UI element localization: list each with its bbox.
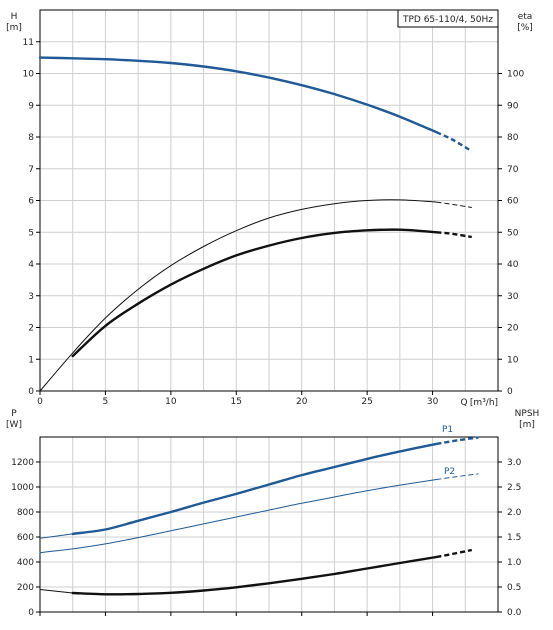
flow-tick-label: 10 (165, 397, 177, 407)
top-series-0-line (38, 56, 438, 134)
efficiency-axis-label: eta (518, 12, 533, 22)
power-tick-label: 200 (17, 583, 34, 593)
flow-tick-label: 0 (37, 397, 43, 407)
npsh-tick-label: 2.0 (507, 508, 522, 518)
bottom-series-1-line (39, 479, 437, 554)
flow-axis-prefix: Q (460, 398, 467, 408)
head-tick-label: 2 (28, 324, 34, 334)
power-tick-label: 400 (17, 558, 34, 568)
npsh-tick-label: 0.5 (507, 583, 521, 593)
bottom-series-2-line (71, 555, 438, 596)
efficiency-tick-label: 50 (507, 228, 519, 238)
chart-title-box (397, 9, 499, 28)
head-tick-label: 8 (28, 133, 34, 143)
p2-series-label: P2 (444, 467, 455, 477)
npsh-tick-label: 1.0 (507, 558, 522, 568)
bottom-series-0-extrapolated-line (436, 436, 479, 446)
head-tick-label: 11 (23, 38, 34, 48)
bottom-plot-frame (39, 436, 499, 613)
efficiency-tick-label: 40 (507, 260, 519, 270)
efficiency-axis-unit: [%] (517, 23, 533, 33)
head-axis-label: H (11, 12, 18, 22)
bottom-plot-grid (40, 437, 498, 612)
flow-axis-unit: [m³/h] (470, 398, 498, 408)
power-tick-label: 1200 (11, 458, 34, 468)
head-tick-label: 0 (28, 387, 34, 397)
head-tick-label: 1 (28, 355, 34, 365)
power-tick-label: 1000 (11, 483, 34, 493)
flow-tick-label: 15 (231, 397, 242, 407)
p1-series-label: P1 (442, 425, 453, 435)
npsh-tick-label: 2.5 (507, 483, 521, 493)
efficiency-tick-label: 100 (507, 70, 524, 80)
head-tick-label: 4 (28, 260, 34, 270)
npsh-axis-label: NPSH (515, 409, 540, 419)
chart-title: TPD 65-110/4, 50Hz (402, 15, 493, 25)
head-tick-label: 6 (28, 197, 34, 207)
bottom-series-0-line (71, 442, 438, 536)
top-plot-series (38, 56, 473, 392)
bottom-plot-series (39, 436, 479, 596)
efficiency-tick-label: 60 (507, 197, 519, 207)
bottom-series-1-extrapolated-line (436, 473, 479, 480)
head-tick-label: 10 (23, 70, 35, 80)
flow-tick-label: 30 (427, 397, 439, 407)
efficiency-tick-label: 20 (507, 324, 519, 334)
top-series-1-line (39, 199, 437, 392)
top-series-2-extrapolated-line (436, 231, 472, 239)
top-plot-grid (40, 10, 498, 391)
bottom-series-0-lead-line (39, 533, 73, 539)
efficiency-tick-label: 80 (507, 133, 519, 143)
efficiency-tick-label: 30 (507, 292, 519, 302)
top-plot-ticks: 0 5 10 15 20 25 30 0 1 2 3 4 5 6 7 8 9 10 11 0 10 20 30 40 50 60 7… (23, 38, 525, 407)
npsh-tick-label: 0.0 (507, 608, 522, 618)
bottom-series-2-lead-line (39, 589, 73, 594)
bottom-series-2-extrapolated-line (436, 548, 473, 559)
flow-tick-label: 20 (296, 397, 308, 407)
npsh-tick-label: 1.5 (507, 533, 521, 543)
head-axis-unit: [m] (6, 23, 22, 33)
top-series-2-line (71, 228, 438, 358)
flow-tick-label: 25 (361, 397, 372, 407)
power-tick-label: 0 (28, 608, 34, 618)
power-tick-label: 600 (17, 533, 34, 543)
efficiency-tick-label: 90 (507, 101, 519, 111)
head-tick-label: 5 (28, 228, 34, 238)
power-tick-label: 800 (17, 508, 34, 518)
npsh-tick-label: 3.0 (507, 458, 522, 468)
bottom-plot-ticks: 0 200 400 600 800 1000 1200 0.0 0.5 1.0 1.5 2.0 2.5 3… (11, 458, 521, 618)
efficiency-tick-label: 10 (507, 355, 519, 365)
efficiency-tick-label: 70 (507, 165, 519, 175)
head-tick-label: 7 (28, 165, 34, 175)
efficiency-tick-label: 0 (507, 387, 513, 397)
flow-tick-label: 5 (103, 397, 109, 407)
top-series-0-extrapolated-line (435, 131, 473, 153)
head-tick-label: 9 (28, 101, 34, 111)
npsh-axis-unit: [m] (519, 420, 535, 430)
power-axis-unit: [W] (6, 420, 22, 430)
head-tick-label: 3 (28, 292, 34, 302)
top-series-1-extrapolated-line (436, 201, 472, 208)
power-axis-label: P (11, 409, 17, 419)
